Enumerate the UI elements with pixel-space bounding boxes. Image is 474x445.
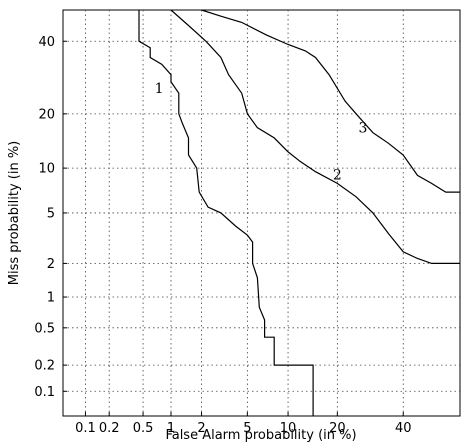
x-axis-label: False Alarm probability (in %) <box>165 428 356 443</box>
curve-label-3: 3 <box>359 121 368 137</box>
curve-label-1: 1 <box>155 81 164 97</box>
x-tick-label: 0.5 <box>133 421 154 436</box>
series-group <box>138 9 460 416</box>
y-tick-label: 0.5 <box>34 321 55 336</box>
series-2-line <box>170 9 460 264</box>
y-tick-label: 20 <box>38 107 55 122</box>
y-tick-label: 2 <box>47 257 55 272</box>
y-tick-label: 1 <box>47 291 55 306</box>
curve-label-2: 2 <box>333 167 342 183</box>
y-axis-label: Miss probability (in %) <box>7 141 22 285</box>
y-tick-label: 10 <box>38 162 55 177</box>
series-1-line <box>138 10 314 416</box>
x-tick-label: 40 <box>395 421 412 436</box>
series-3-line <box>201 9 460 193</box>
x-tick-label: 2 <box>197 421 205 436</box>
x-tick-label: 20 <box>329 421 346 436</box>
y-tick-label: 5 <box>47 206 55 221</box>
x-tick-labels: 0.1 0.2 0.5 1 2 5 10 20 40 <box>75 421 411 436</box>
x-tick-label: 1 <box>167 421 175 436</box>
x-tick-label: 0.2 <box>99 421 120 436</box>
y-tick-label: 40 <box>38 35 55 50</box>
grid <box>63 10 460 416</box>
x-tick-label: 5 <box>243 421 251 436</box>
x-tick-label: 10 <box>280 421 297 436</box>
y-tick-label: 0.2 <box>34 359 55 374</box>
curve-labels: 1 2 3 <box>155 81 368 183</box>
y-tick-label: 0.1 <box>34 385 55 400</box>
y-tick-labels: 0.1 0.2 0.5 1 2 5 10 20 40 <box>34 35 55 400</box>
x-tick-label: 0.1 <box>75 421 96 436</box>
